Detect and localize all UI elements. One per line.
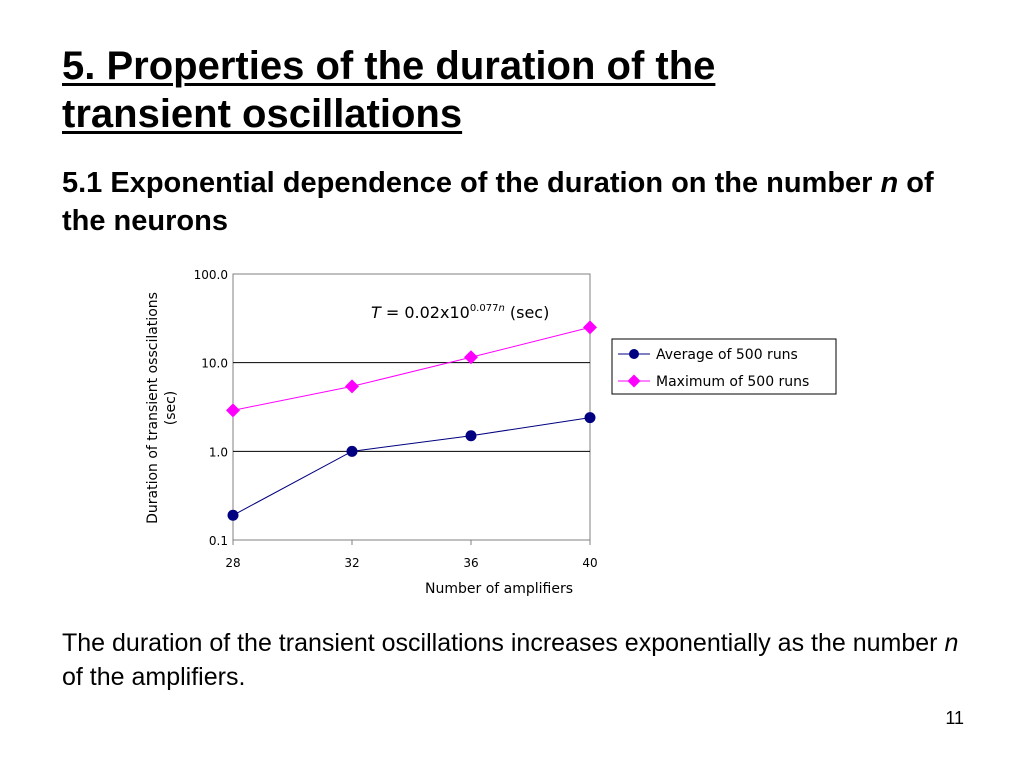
slide-title-line2: transient oscillations: [62, 92, 463, 136]
data-point-0-0: [227, 509, 239, 521]
y-tick-label: 10.0: [201, 357, 228, 371]
chart-legend: Average of 500 runs Maximum of 500 runs: [611, 338, 837, 395]
data-point-1-0: [226, 403, 240, 418]
series-line-1: [232, 326, 591, 411]
annotation-exponent-variable: n: [498, 303, 504, 314]
legend-swatch-marker: [627, 374, 641, 388]
data-point-0-2: [465, 430, 477, 442]
data-point-1-1: [345, 379, 359, 394]
legend-items: Average of 500 runs Maximum of 500 runs: [618, 347, 809, 390]
x-axis-ticks: 28 32 36 40: [225, 540, 598, 570]
annotation-unit: (sec): [505, 303, 550, 322]
legend-label: Average of 500 runs: [656, 347, 798, 363]
y-tick-label: 100.0: [194, 268, 228, 282]
subtitle-text-start: 5.1 Exponential dependence of the durati…: [62, 167, 881, 199]
chart-annotation: T = 0.02x100.077n (sec): [371, 303, 549, 322]
legend-swatch-marker: [629, 349, 639, 359]
subtitle-variable: n: [880, 167, 899, 199]
body-text: The duration of the transient oscillatio…: [62, 626, 982, 694]
y-axis-label-line1: Duration of transient osscilations: [145, 292, 161, 524]
body-variable: n: [944, 629, 959, 657]
series-layer: [226, 320, 597, 521]
data-point-1-3: [583, 320, 597, 335]
x-tick-label: 40: [582, 556, 597, 570]
y-axis-label: Duration of transient osscilations (sec): [145, 292, 179, 524]
slide-subtitle: 5.1 Exponential dependence of the durati…: [62, 164, 962, 240]
subtitle-text-end: of the neurons: [62, 167, 934, 237]
y-tick-label: 1.0: [209, 445, 228, 459]
x-tick-label: 32: [344, 556, 359, 570]
page-number: 11: [945, 708, 964, 728]
series-line-0: [232, 417, 591, 516]
x-tick-label: 36: [463, 556, 478, 570]
legend-box: [611, 338, 837, 395]
plot-area: [232, 273, 591, 541]
grid-lines: [233, 362, 590, 452]
slide-title-line1: 5. Properties of the duration of the: [62, 44, 716, 88]
legend-label: Maximum of 500 runs: [656, 374, 809, 390]
body-text-start: The duration of the transient oscillatio…: [62, 629, 945, 657]
y-tick-label: 0.1: [209, 534, 228, 548]
data-point-0-1: [346, 445, 358, 457]
y-axis-ticks: 100.0 10.0 1.0 0.1: [194, 268, 228, 548]
data-point-0-3: [584, 412, 596, 424]
y-axis-label-line2: (sec): [163, 391, 179, 426]
x-axis-label: Number of amplifiers: [425, 581, 573, 597]
annotation-exponent: 0.077: [470, 303, 499, 314]
slide-title: 5. Properties of the duration of the tra…: [62, 42, 962, 138]
x-tick-label: 28: [225, 556, 240, 570]
annotation-equation: = 0.02x10: [381, 303, 470, 322]
body-text-end: of the amplifiers.: [62, 663, 246, 691]
data-point-1-2: [464, 350, 478, 365]
annotation-variable: T: [371, 303, 382, 322]
